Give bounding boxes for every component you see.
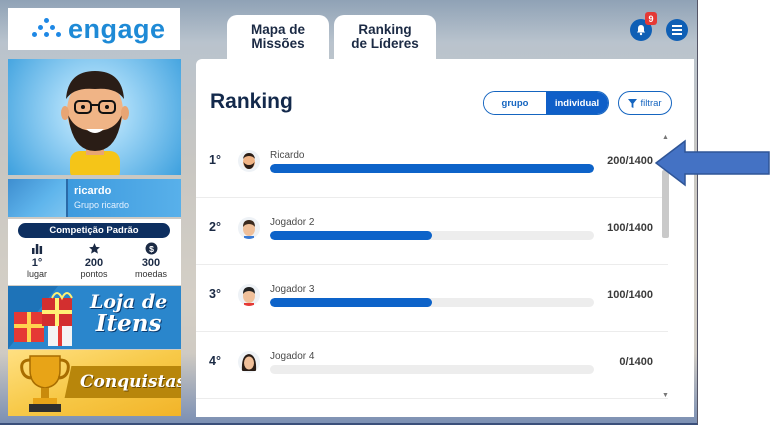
gift-boxes-icon	[8, 286, 181, 349]
store-title-line1: Loja de	[90, 291, 168, 313]
progress-fill	[270, 164, 594, 173]
user-banner-thumb	[8, 179, 68, 217]
stat-points: 200 pontos	[69, 241, 119, 279]
profile-avatar[interactable]	[8, 59, 181, 175]
stat-value: 1°	[31, 257, 43, 269]
stat-label: lugar	[26, 269, 47, 279]
player-avatar	[238, 150, 260, 172]
tab-mapa-de-missoes[interactable]: Mapa de Missões	[227, 15, 329, 59]
scroll-down-icon[interactable]: ▼	[662, 392, 669, 399]
trophy-icon	[20, 355, 70, 412]
achievements-title: Conquistas	[80, 372, 181, 392]
filter-label: filtrar	[640, 97, 662, 109]
player-score: 100/1400	[607, 222, 653, 234]
user-name: ricardo	[74, 185, 112, 197]
player-score: 0/1400	[619, 356, 653, 368]
menu-button[interactable]	[666, 19, 688, 41]
competition-summary: Competição Padrão 1° lugar 200 pontos $ …	[8, 219, 181, 285]
player-avatar	[238, 351, 260, 373]
filter-button[interactable]: filtrar	[618, 91, 672, 115]
progress-fill	[270, 231, 432, 240]
logo-text: engage	[68, 13, 166, 44]
star-icon	[88, 242, 100, 254]
store-banner[interactable]: Loja de Itens	[8, 286, 181, 349]
store-title-line2: Itens	[95, 310, 162, 337]
logo[interactable]: engage	[8, 8, 180, 50]
progress-track	[270, 365, 594, 374]
toggle-group[interactable]: grupo	[484, 92, 546, 114]
rank-position: 4°	[209, 354, 221, 368]
rank-position: 3°	[209, 287, 221, 301]
tab-label-line1: Mapa de	[250, 22, 305, 37]
bell-icon	[637, 25, 645, 36]
stat-coins: $ 300 moedas	[126, 241, 176, 279]
player-name: Jogador 3	[270, 284, 315, 295]
toggle-individual[interactable]: individual	[546, 92, 608, 114]
player-avatar	[238, 284, 260, 306]
stat-value: 200	[84, 257, 104, 269]
rank-position: 1°	[209, 153, 221, 167]
player-score: 100/1400	[607, 289, 653, 301]
app-window: engage Mapa de Missões Ranking de Líderes …	[0, 0, 698, 425]
filter-icon	[628, 98, 638, 108]
page-title: Ranking	[210, 90, 293, 113]
player-avatar	[238, 217, 260, 239]
ranking-row[interactable]: 3° Jogador 3 100/1400	[196, 265, 668, 332]
tab-ranking-de-lideres[interactable]: Ranking de Líderes	[334, 15, 436, 59]
player-name: Jogador 4	[270, 351, 315, 362]
progress-fill	[270, 298, 432, 307]
stat-label: pontos	[80, 269, 108, 279]
progress-track	[270, 231, 594, 240]
store-title: Loja de Itens	[90, 292, 167, 336]
stat-label: moedas	[134, 269, 168, 279]
notification-count-badge: 9	[645, 12, 657, 25]
stat-position: 1° lugar	[12, 241, 62, 279]
scrollbar-thumb[interactable]	[662, 170, 669, 238]
ranking-row[interactable]: 4° Jogador 4 0/1400	[196, 332, 668, 399]
ranking-mode-toggle: grupo individual	[483, 91, 609, 115]
ranking-list: 1° Ricardo 200/1400 2° Jogador 2 100/140…	[196, 131, 668, 401]
coin-icon: $	[145, 242, 157, 254]
tab-label-line1: Ranking	[358, 22, 412, 37]
progress-track	[270, 164, 594, 173]
progress-track	[270, 298, 594, 307]
svg-text:$: $	[149, 243, 154, 253]
tab-label-line2: de Líderes	[351, 36, 419, 51]
avatar-illustration	[61, 71, 129, 175]
ranking-row[interactable]: 2° Jogador 2 100/1400	[196, 198, 668, 265]
tab-label-line2: Missões	[251, 36, 305, 51]
user-group: Grupo ricardo	[74, 200, 130, 210]
ranking-scrollbar[interactable]: ▲ ▼	[661, 134, 670, 399]
ranking-row[interactable]: 1° Ricardo 200/1400	[196, 131, 668, 198]
pointer-arrow-icon	[655, 139, 770, 187]
stat-value: 300	[141, 257, 161, 269]
player-name: Ricardo	[270, 150, 305, 161]
player-name: Jogador 2	[270, 217, 315, 228]
bar-chart-icon	[32, 244, 43, 254]
competition-title: Competição Padrão	[18, 223, 170, 238]
player-score: 200/1400	[607, 155, 653, 167]
ranking-panel: Ranking grupo individual filtrar 1° Rica…	[196, 59, 694, 417]
achievements-banner[interactable]: Conquistas	[8, 350, 181, 416]
user-info[interactable]: ricardo Grupo ricardo	[8, 179, 181, 217]
rank-position: 2°	[209, 220, 221, 234]
logo-dots-icon	[32, 18, 62, 40]
scroll-up-icon[interactable]: ▲	[662, 134, 669, 141]
